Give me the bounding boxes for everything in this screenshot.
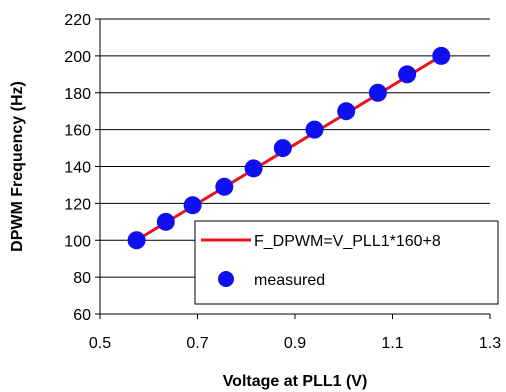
data-point: [368, 83, 387, 102]
tick-label-x: 0.9: [284, 335, 306, 352]
tick-label-y: 160: [64, 123, 91, 140]
y-axis-title: DPWM Frequency (Hz): [9, 81, 26, 252]
x-axis-title: Voltage at PLL1 (V): [223, 373, 368, 390]
data-point: [127, 231, 146, 250]
tick-label-y: 220: [64, 12, 91, 29]
data-point: [337, 102, 356, 121]
data-point: [215, 177, 234, 196]
tick-label-y: 100: [64, 233, 91, 250]
tick-label-y: 80: [73, 270, 91, 287]
legend-marker-swatch: [218, 271, 234, 287]
data-point: [273, 139, 292, 158]
tick-label-x: 1.3: [479, 335, 501, 352]
data-point: [183, 196, 202, 215]
legend-box: [194, 220, 499, 305]
legend: F_DPWM=V_PLL1*160+8 measured: [194, 220, 499, 305]
legend-line-label: F_DPWM=V_PLL1*160+8: [254, 233, 441, 250]
data-point: [398, 65, 417, 84]
data-point: [305, 120, 324, 139]
grid: [100, 18, 490, 278]
data-point: [156, 212, 175, 231]
data-point: [244, 159, 263, 178]
tick-label-x: 0.7: [186, 335, 208, 352]
tick-label-y: 200: [64, 49, 91, 66]
tick-label-y: 180: [64, 86, 91, 103]
series-layer: [127, 46, 451, 250]
ticks: 60 80 100 120 140 160 180 200 220 0.5 0.7 0.9 1.1 1.3: [64, 12, 501, 352]
legend-marker-label: measured: [254, 272, 325, 289]
data-point: [432, 46, 451, 65]
tick-label-y: 120: [64, 196, 91, 213]
tick-label-x: 1.1: [381, 335, 403, 352]
tick-label-y: 60: [73, 307, 91, 324]
tick-label-y: 140: [64, 160, 91, 177]
tick-label-x: 0.5: [89, 335, 111, 352]
